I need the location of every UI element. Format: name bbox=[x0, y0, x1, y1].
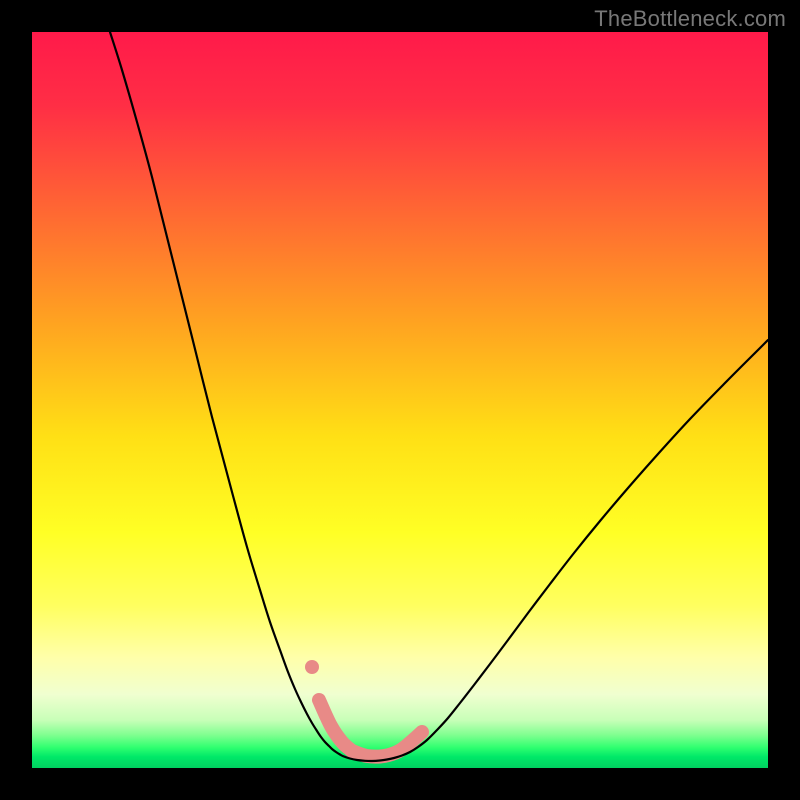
plot-area bbox=[32, 32, 768, 768]
bottleneck-curve bbox=[32, 32, 768, 768]
watermark-text: TheBottleneck.com bbox=[594, 6, 786, 32]
